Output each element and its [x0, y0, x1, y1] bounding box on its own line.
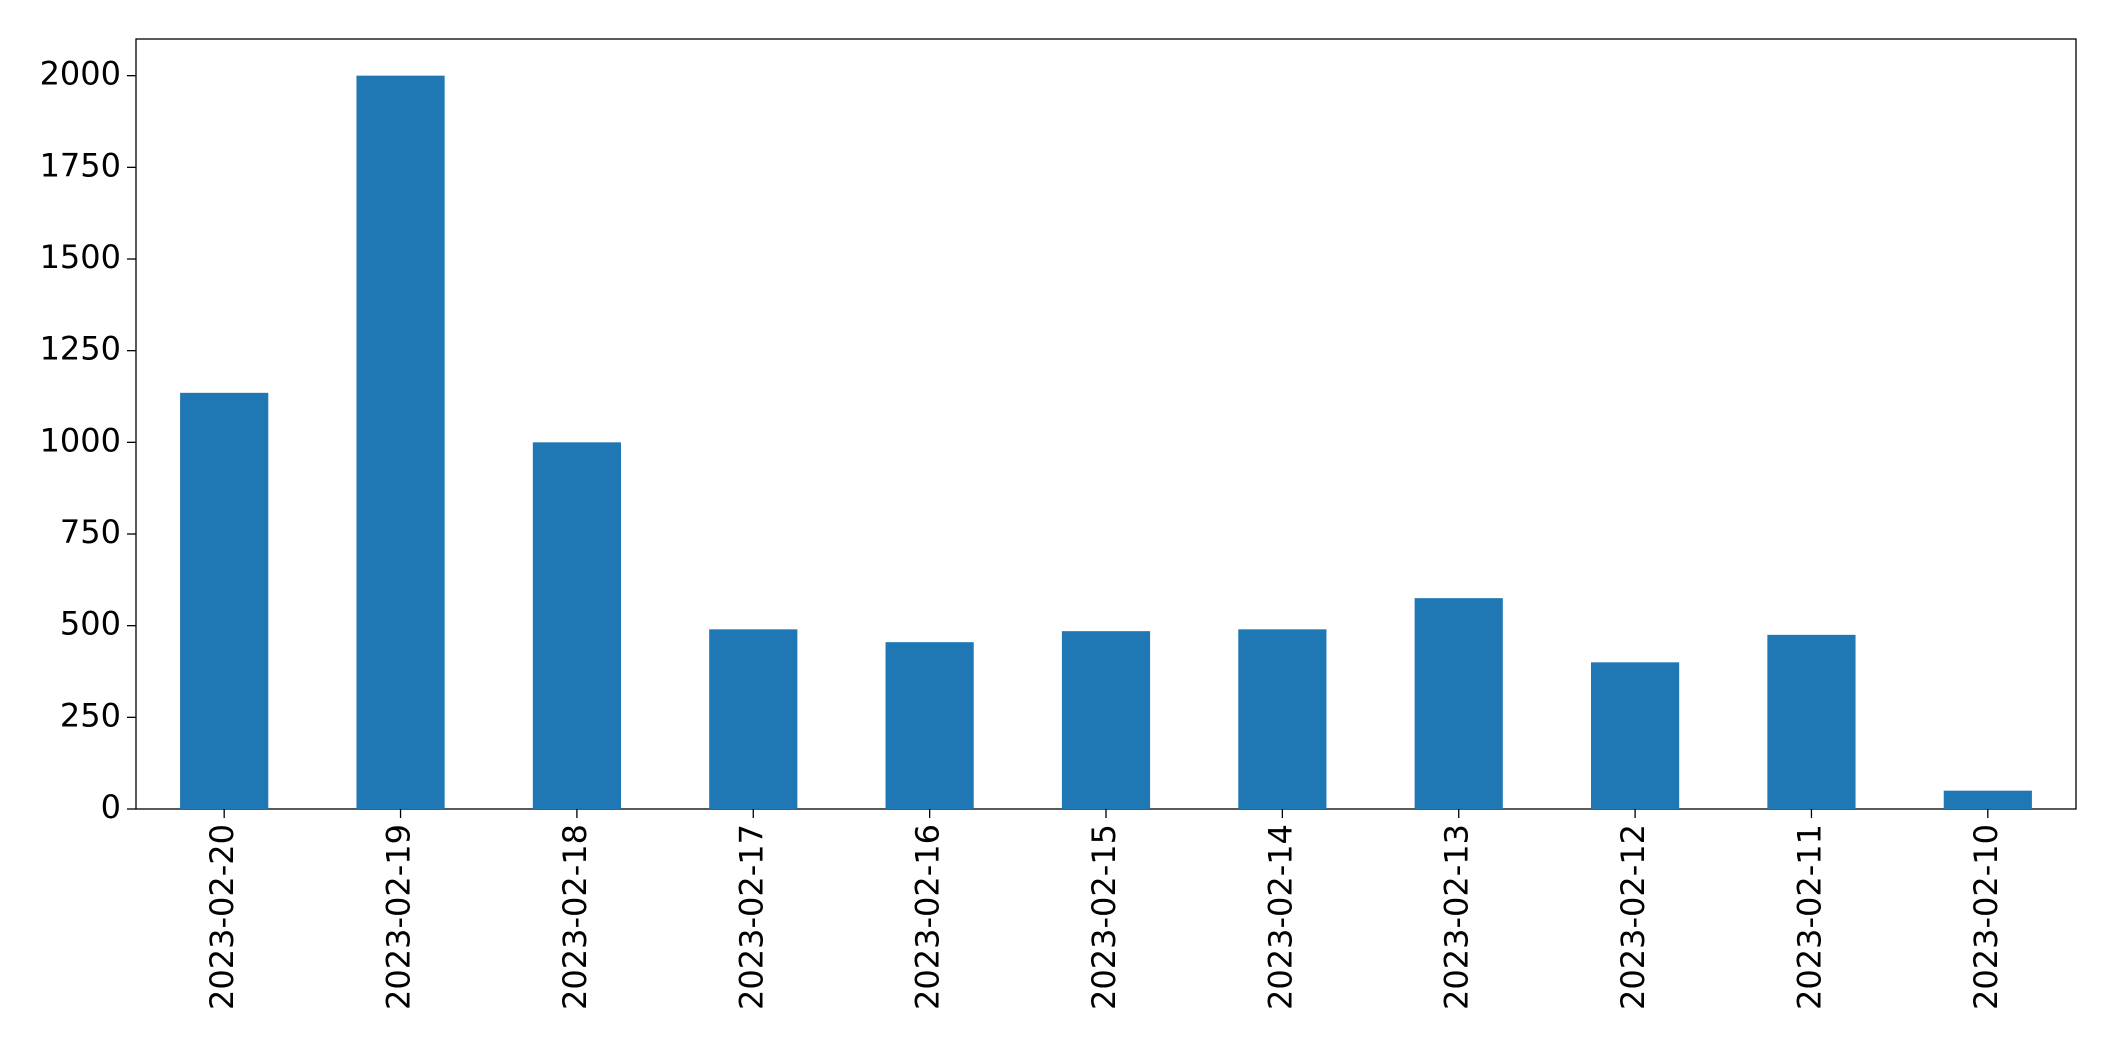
x-tick-label: 2023-02-19 — [380, 824, 418, 1010]
x-tick-label: 2023-02-15 — [1085, 824, 1123, 1010]
x-tick-label: 2023-02-13 — [1438, 824, 1476, 1010]
x-tick-label: 2023-02-12 — [1614, 824, 1652, 1010]
y-tick-label: 1750 — [40, 146, 121, 184]
bar — [356, 75, 445, 809]
bar — [1591, 662, 1680, 809]
y-tick-label: 250 — [60, 696, 121, 734]
y-tick-label: 1250 — [40, 330, 121, 368]
bar — [532, 442, 621, 809]
bar — [1414, 598, 1503, 809]
x-tick-label: 2023-02-18 — [556, 824, 594, 1010]
x-tick-label: 2023-02-14 — [1261, 824, 1299, 1010]
bar — [885, 642, 974, 809]
x-tick-label: 2023-02-17 — [732, 824, 770, 1010]
y-tick-label: 1000 — [40, 421, 121, 459]
y-tick-label: 750 — [60, 513, 121, 551]
x-tick-label: 2023-02-20 — [203, 824, 241, 1010]
x-tick-label: 2023-02-11 — [1790, 824, 1828, 1010]
y-tick-label: 0 — [101, 788, 121, 826]
bar — [1061, 631, 1151, 809]
bar — [709, 629, 798, 809]
bar — [180, 392, 269, 809]
y-tick-label: 2000 — [40, 55, 121, 93]
y-tick-label: 1500 — [40, 238, 121, 276]
bar — [1767, 634, 1856, 809]
bar — [1943, 790, 2032, 809]
x-tick-label: 2023-02-10 — [1967, 824, 2005, 1010]
y-tick-label: 500 — [60, 605, 121, 643]
x-tick-label: 2023-02-16 — [909, 824, 947, 1010]
bar — [1238, 629, 1327, 809]
